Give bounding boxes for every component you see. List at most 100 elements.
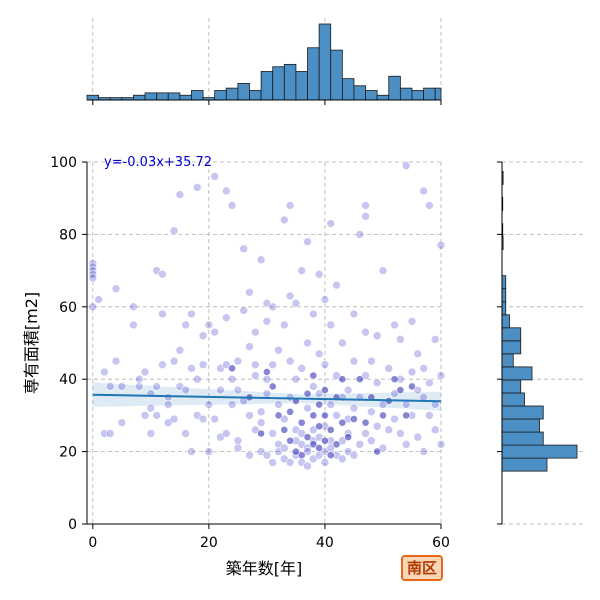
scatter-point [407, 316, 417, 326]
y-tick-label: 60 [59, 300, 77, 316]
scatter-point [268, 360, 278, 370]
district-badge: 南区 [401, 555, 443, 581]
scatter-point [285, 291, 295, 301]
scatter-point [343, 385, 353, 395]
scatter-point [274, 400, 283, 409]
scatter-point [256, 407, 266, 417]
scatter-point [401, 440, 411, 449]
scatter-point [338, 454, 347, 464]
x-tick-label: 20 [200, 535, 218, 551]
scatter-point [280, 320, 289, 330]
scatter-point [227, 374, 237, 384]
scatter-point [129, 302, 138, 312]
x-histogram-bar [411, 90, 424, 101]
scatter-point [402, 411, 411, 420]
scatter-point [210, 414, 219, 424]
y-histogram-bar [501, 340, 522, 355]
scatter-point [280, 443, 289, 453]
y-histogram-bar [501, 392, 525, 407]
scatter-point [280, 414, 289, 424]
scatter-point [309, 440, 318, 449]
scatter-point [384, 364, 394, 373]
scatter-point [233, 385, 243, 395]
scatter-point [349, 450, 359, 460]
scatter-point [88, 266, 98, 275]
scatter-point [262, 389, 272, 398]
scatter-point [88, 259, 98, 268]
x-histogram-bar [249, 90, 262, 101]
y-histogram-bar [501, 405, 544, 420]
scatter-point [187, 309, 196, 319]
scatter-point [274, 345, 283, 355]
scatter-point [401, 400, 411, 409]
scatter-point [361, 201, 370, 210]
scatter-point [297, 451, 306, 460]
x-histogram-bar [272, 66, 285, 101]
scatter-point [355, 230, 365, 239]
scatter-point [321, 436, 329, 445]
y-histogram-bar [501, 314, 510, 329]
y-tick-label: 40 [59, 372, 77, 388]
scatter-point [169, 226, 179, 236]
scatter-point [228, 364, 236, 373]
scatter-point [425, 411, 434, 420]
scatter-point [326, 219, 336, 228]
x-histogram-bar [295, 71, 308, 101]
scatter-point [257, 429, 265, 438]
scatter-point [239, 244, 248, 254]
scatter-point [221, 360, 231, 370]
scatter-points [88, 161, 446, 471]
scatter-point [262, 450, 272, 460]
x-marginal-histogram [86, 18, 442, 105]
scatter-point [245, 450, 254, 460]
scatter-point [321, 411, 329, 420]
scatter-point [117, 382, 127, 391]
scatter-point [163, 400, 173, 409]
scatter-point [303, 338, 312, 348]
scatter-point [280, 215, 289, 225]
scatter-point [326, 320, 336, 330]
scatter-point [158, 269, 167, 279]
y-histogram-bar [501, 275, 507, 290]
scatter-point [419, 186, 428, 196]
x-histogram-bar [260, 71, 274, 101]
scatter-point [436, 371, 446, 380]
scatter-point [285, 356, 295, 366]
scatter-point [303, 443, 312, 453]
regression-equation-label: y=-0.03x+35.72 [104, 155, 212, 170]
scatter-point [320, 360, 330, 370]
y-marginal-histogram [497, 161, 585, 525]
scatter-point [390, 375, 399, 384]
scatter-point [303, 389, 312, 398]
scatter-point [152, 411, 161, 420]
scatter-point [332, 440, 341, 449]
x-histogram-bar [434, 87, 442, 101]
scatter-point [436, 440, 446, 449]
scatter-point [291, 374, 301, 384]
scatter-point [256, 255, 266, 265]
scatter-point [221, 186, 231, 196]
scatter-point [216, 385, 225, 395]
scatter-point [262, 374, 272, 384]
scatter-point [285, 201, 295, 210]
scatter-point [198, 360, 208, 370]
scatter-point [314, 349, 324, 359]
scatter-point [198, 331, 208, 341]
scatter-point [187, 364, 196, 373]
scatter-point [303, 433, 312, 442]
scatter-point [140, 367, 150, 377]
scatter-point [378, 443, 388, 453]
y-histogram-bar [501, 431, 544, 446]
scatter-point [408, 382, 416, 391]
x-histogram-bar [191, 90, 204, 101]
scatter-point [303, 447, 312, 456]
x-tick-label: 60 [432, 535, 450, 551]
scatter-point [286, 407, 295, 416]
x-histogram-bar [341, 78, 355, 101]
scatter-point [245, 288, 254, 297]
regression-confidence-band [92, 382, 441, 411]
scatter-point [413, 432, 423, 442]
scatter-point [297, 429, 307, 438]
scatter-point [274, 411, 283, 420]
